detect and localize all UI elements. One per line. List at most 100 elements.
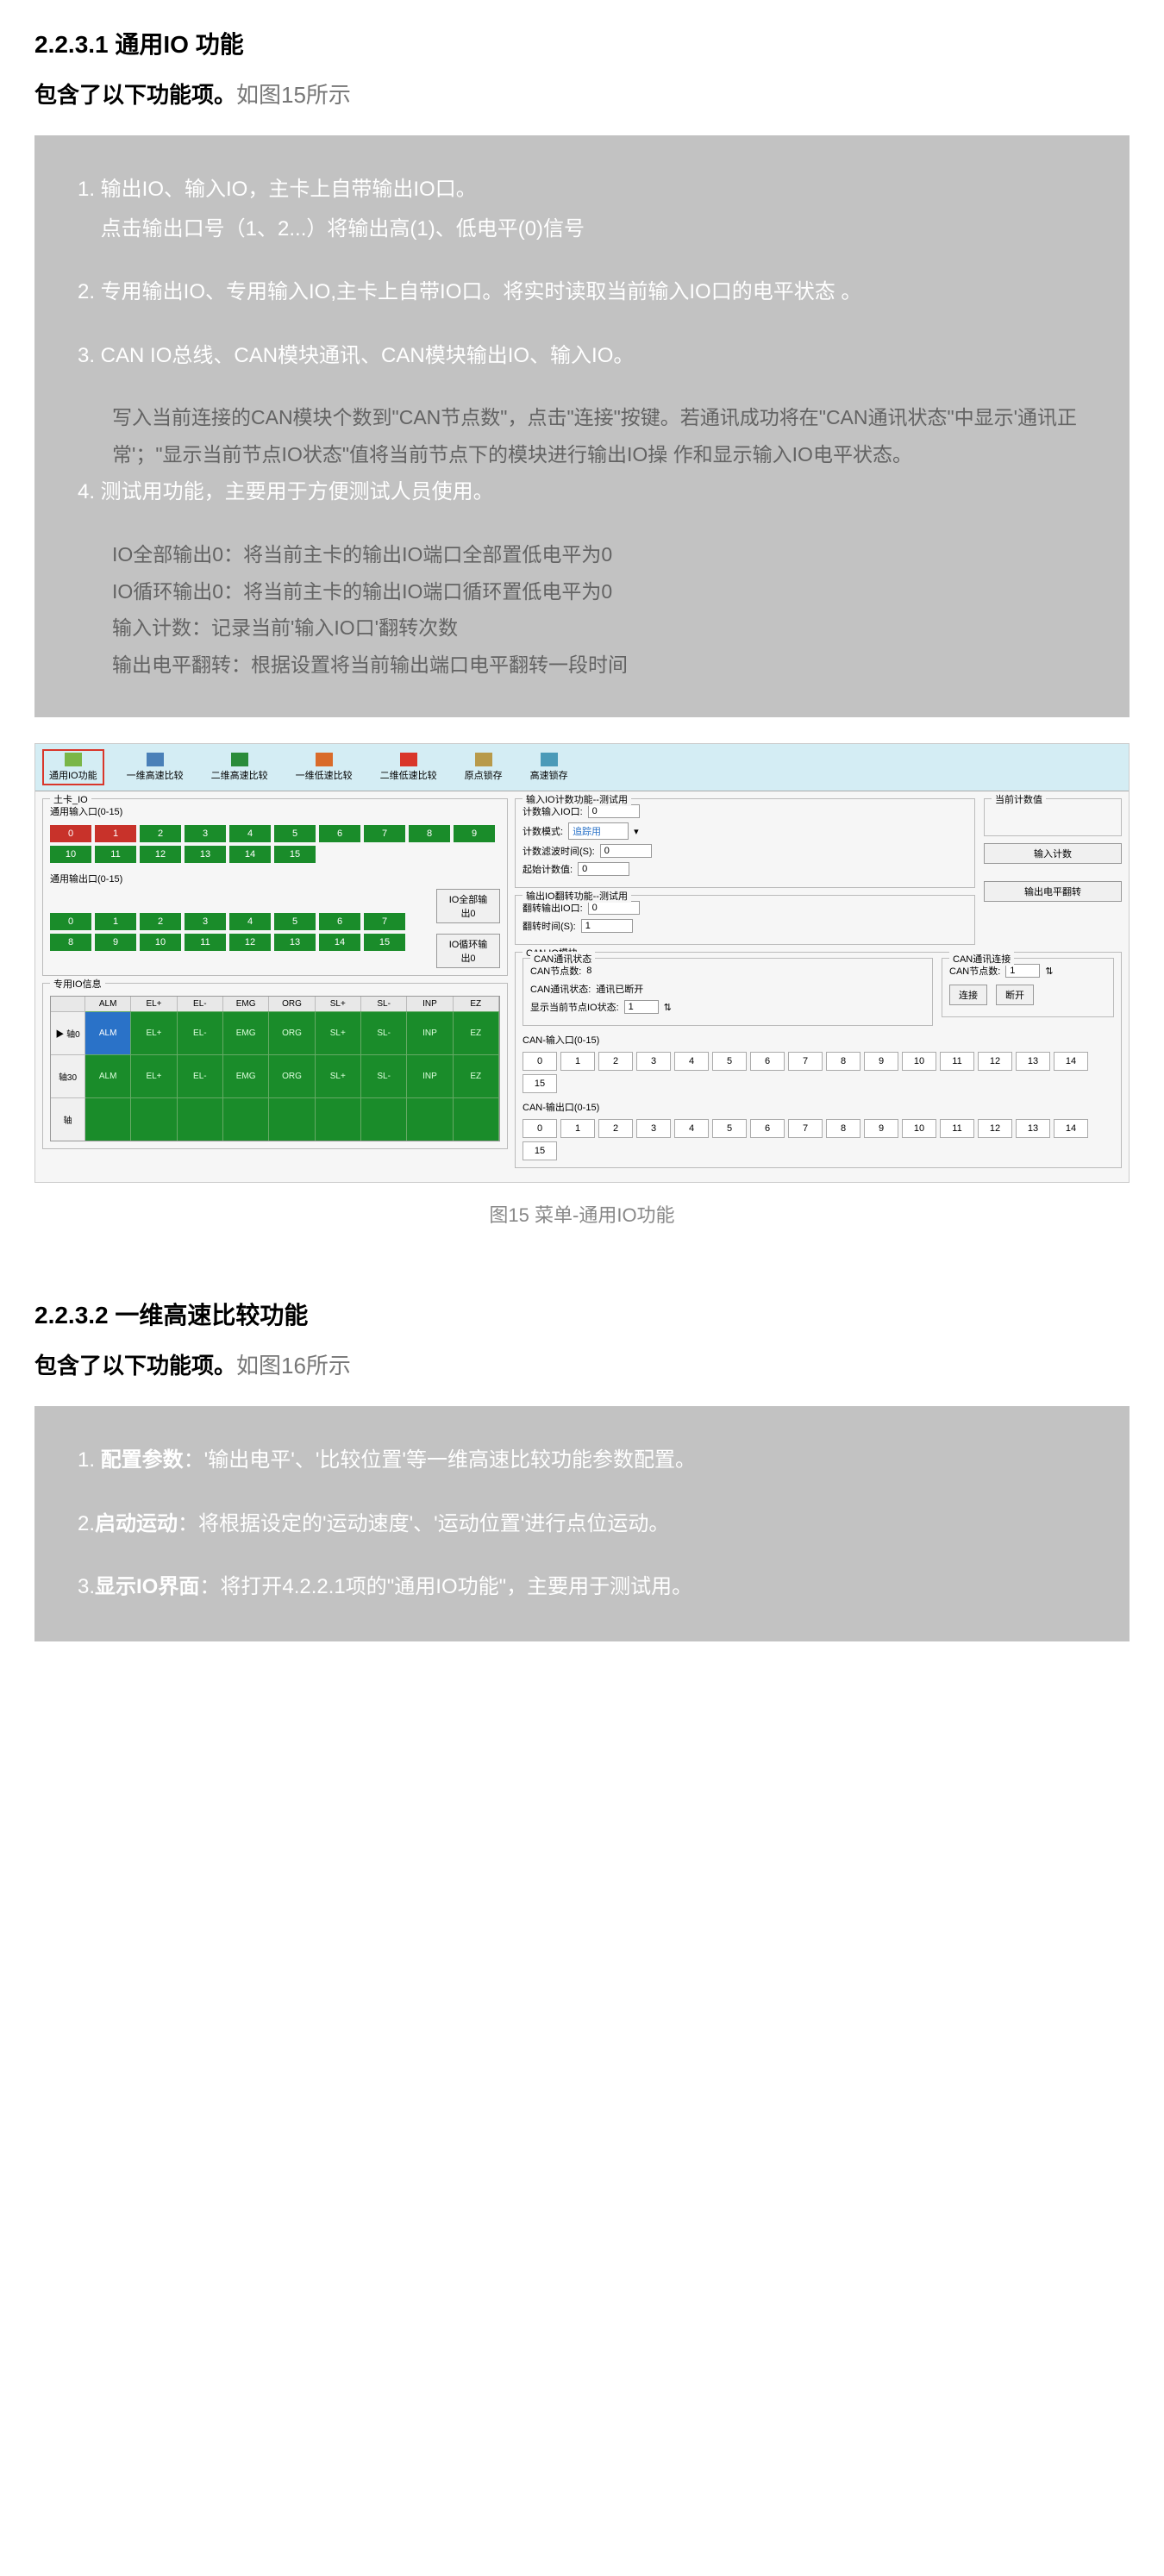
can-out-2[interactable]: 2 xyxy=(598,1119,633,1138)
can-out-9[interactable]: 9 xyxy=(864,1119,898,1138)
can-in-3[interactable]: 3 xyxy=(636,1052,671,1071)
io-cell[interactable]: ORG xyxy=(269,1011,315,1054)
io-cell[interactable]: ALM xyxy=(85,1054,131,1097)
can-out-5[interactable]: 5 xyxy=(712,1119,747,1138)
tab-6[interactable]: 高速锁存 xyxy=(525,751,573,784)
input-io-9[interactable]: 9 xyxy=(454,825,495,842)
can-in-2[interactable]: 2 xyxy=(598,1052,633,1071)
btn-output-flip[interactable]: 输出电平翻转 xyxy=(984,881,1122,902)
count-start-input[interactable] xyxy=(578,862,629,876)
can-out-10[interactable]: 10 xyxy=(902,1119,936,1138)
input-io-4[interactable]: 4 xyxy=(229,825,271,842)
input-io-5[interactable]: 5 xyxy=(274,825,316,842)
can-in-1[interactable]: 1 xyxy=(560,1052,595,1071)
output-io-6[interactable]: 6 xyxy=(319,913,360,930)
output-io-9[interactable]: 9 xyxy=(95,934,136,951)
can-in-5[interactable]: 5 xyxy=(712,1052,747,1071)
io-cell[interactable]: SL- xyxy=(361,1011,407,1054)
spinner-icon[interactable]: ⇅ xyxy=(1045,966,1053,977)
output-io-1[interactable]: 1 xyxy=(95,913,136,930)
io-cell[interactable]: ORG xyxy=(269,1054,315,1097)
can-conn-node-input[interactable] xyxy=(1005,964,1040,978)
output-io-10[interactable]: 10 xyxy=(140,934,181,951)
can-out-11[interactable]: 11 xyxy=(940,1119,974,1138)
can-in-15[interactable]: 15 xyxy=(523,1074,557,1093)
btn-can-connect[interactable]: 连接 xyxy=(949,985,987,1005)
input-io-0[interactable]: 0 xyxy=(50,825,91,842)
can-out-0[interactable]: 0 xyxy=(523,1119,557,1138)
input-io-2[interactable]: 2 xyxy=(140,825,181,842)
count-mode-dropdown[interactable]: 追踪用 xyxy=(568,822,629,840)
io-cell[interactable] xyxy=(454,1097,499,1141)
can-in-8[interactable]: 8 xyxy=(826,1052,860,1071)
can-in-7[interactable]: 7 xyxy=(788,1052,823,1071)
tab-3[interactable]: 一维低速比较 xyxy=(291,751,358,784)
can-in-4[interactable]: 4 xyxy=(674,1052,709,1071)
output-io-0[interactable]: 0 xyxy=(50,913,91,930)
output-io-8[interactable]: 8 xyxy=(50,934,91,951)
can-out-12[interactable]: 12 xyxy=(978,1119,1012,1138)
count-io-input[interactable] xyxy=(588,804,640,818)
output-io-4[interactable]: 4 xyxy=(229,913,271,930)
can-in-0[interactable]: 0 xyxy=(523,1052,557,1071)
btn-input-count[interactable]: 输入计数 xyxy=(984,843,1122,864)
output-io-11[interactable]: 11 xyxy=(185,934,226,951)
input-io-7[interactable]: 7 xyxy=(364,825,405,842)
input-io-1[interactable]: 1 xyxy=(95,825,136,842)
io-cell[interactable] xyxy=(223,1097,269,1141)
input-io-13[interactable]: 13 xyxy=(185,846,226,863)
can-out-7[interactable]: 7 xyxy=(788,1119,823,1138)
can-in-12[interactable]: 12 xyxy=(978,1052,1012,1071)
io-cell[interactable]: SL- xyxy=(361,1054,407,1097)
io-cell[interactable]: INP xyxy=(407,1011,453,1054)
count-filter-input[interactable] xyxy=(600,844,652,858)
io-cell[interactable] xyxy=(269,1097,315,1141)
output-io-7[interactable]: 7 xyxy=(364,913,405,930)
can-show-input[interactable] xyxy=(624,1000,659,1014)
io-cell[interactable]: EZ xyxy=(454,1011,499,1054)
io-cell[interactable] xyxy=(178,1097,223,1141)
tab-2[interactable]: 二维高速比较 xyxy=(206,751,273,784)
can-out-13[interactable]: 13 xyxy=(1016,1119,1050,1138)
output-io-12[interactable]: 12 xyxy=(229,934,271,951)
io-cell[interactable]: EL+ xyxy=(131,1054,177,1097)
io-cell[interactable] xyxy=(407,1097,453,1141)
tab-1[interactable]: 一维高速比较 xyxy=(122,751,189,784)
tab-5[interactable]: 原点锁存 xyxy=(460,751,508,784)
can-in-13[interactable]: 13 xyxy=(1016,1052,1050,1071)
input-io-10[interactable]: 10 xyxy=(50,846,91,863)
io-cell[interactable]: EZ xyxy=(454,1054,499,1097)
io-cell[interactable]: EL- xyxy=(178,1011,223,1054)
can-out-4[interactable]: 4 xyxy=(674,1119,709,1138)
output-io-2[interactable]: 2 xyxy=(140,913,181,930)
io-cell[interactable] xyxy=(131,1097,177,1141)
input-io-14[interactable]: 14 xyxy=(229,846,271,863)
flip-time-input[interactable] xyxy=(581,919,633,933)
output-io-5[interactable]: 5 xyxy=(274,913,316,930)
input-io-6[interactable]: 6 xyxy=(319,825,360,842)
output-io-3[interactable]: 3 xyxy=(185,913,226,930)
can-in-11[interactable]: 11 xyxy=(940,1052,974,1071)
can-out-1[interactable]: 1 xyxy=(560,1119,595,1138)
input-io-8[interactable]: 8 xyxy=(409,825,450,842)
input-io-12[interactable]: 12 xyxy=(140,846,181,863)
output-io-14[interactable]: 14 xyxy=(319,934,360,951)
flip-out-input[interactable] xyxy=(588,901,640,915)
btn-can-disconnect[interactable]: 断开 xyxy=(996,985,1034,1005)
io-cell[interactable] xyxy=(316,1097,361,1141)
io-cell[interactable]: SL+ xyxy=(316,1011,361,1054)
io-cell[interactable]: SL+ xyxy=(316,1054,361,1097)
io-cell[interactable]: INP xyxy=(407,1054,453,1097)
btn-all-output-0[interactable]: IO全部输出0 xyxy=(436,889,500,923)
tab-0[interactable]: 通用IO功能 xyxy=(42,749,104,785)
io-cell[interactable]: EL- xyxy=(178,1054,223,1097)
output-io-13[interactable]: 13 xyxy=(274,934,316,951)
io-cell[interactable]: ALM xyxy=(85,1011,131,1054)
input-io-3[interactable]: 3 xyxy=(185,825,226,842)
io-cell[interactable]: EMG xyxy=(223,1054,269,1097)
can-out-14[interactable]: 14 xyxy=(1054,1119,1088,1138)
can-in-14[interactable]: 14 xyxy=(1054,1052,1088,1071)
output-io-15[interactable]: 15 xyxy=(364,934,405,951)
can-in-10[interactable]: 10 xyxy=(902,1052,936,1071)
io-cell[interactable] xyxy=(361,1097,407,1141)
